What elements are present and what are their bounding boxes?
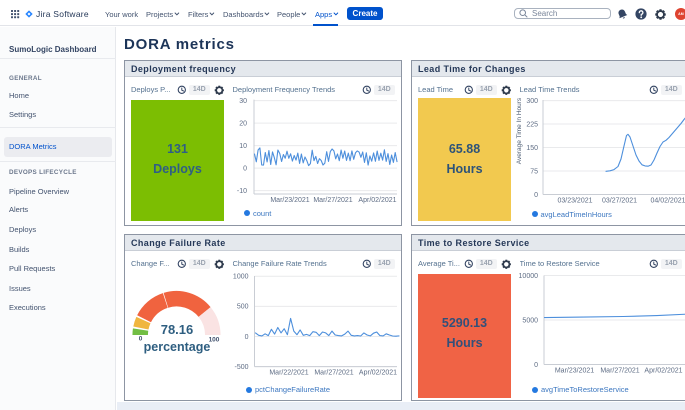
svg-text:5000: 5000: [522, 317, 538, 324]
svg-text:Apr/02/2021: Apr/02/2021: [358, 197, 396, 204]
svg-text:150: 150: [526, 145, 538, 152]
svg-text:-500: -500: [234, 364, 248, 371]
svg-text:0: 0: [243, 165, 247, 172]
svg-text:-10: -10: [237, 188, 247, 195]
svg-text:10: 10: [239, 143, 247, 150]
svg-text:20: 20: [239, 120, 247, 127]
svg-text:Mar/27/2021: Mar/27/2021: [314, 370, 353, 377]
svg-text:10000: 10000: [519, 273, 539, 280]
svg-text:30: 30: [239, 98, 247, 105]
svg-text:0: 0: [139, 336, 143, 343]
svg-text:Average Time In Hours: Average Time In Hours: [516, 97, 523, 164]
svg-text:Mar/23/2021: Mar/23/2021: [270, 197, 309, 204]
svg-text:Apr/02/2021: Apr/02/2021: [359, 370, 397, 377]
svg-text:225: 225: [526, 121, 538, 128]
svg-text:Mar/27/2021: Mar/27/2021: [313, 197, 352, 204]
svg-text:300: 300: [526, 98, 538, 105]
svg-text:75: 75: [530, 168, 538, 175]
svg-text:Mar/22/2021: Mar/22/2021: [269, 370, 308, 377]
svg-text:percentage: percentage: [144, 340, 211, 354]
svg-text:Mar/23/2021: Mar/23/2021: [555, 368, 594, 375]
svg-text:500: 500: [237, 304, 249, 311]
svg-text:Apr/02/2021: Apr/02/2021: [644, 368, 682, 375]
svg-text:1000: 1000: [233, 274, 249, 281]
svg-text:03/27/2021: 03/27/2021: [602, 198, 637, 205]
svg-text:0: 0: [245, 334, 249, 341]
svg-text:78.16: 78.16: [161, 322, 194, 337]
svg-text:04/02/2021: 04/02/2021: [650, 198, 685, 205]
svg-text:100: 100: [209, 337, 220, 344]
svg-text:03/23/2021: 03/23/2021: [557, 198, 592, 205]
svg-text:0: 0: [534, 362, 538, 369]
svg-text:Mar/27/2021: Mar/27/2021: [600, 368, 639, 375]
svg-text:0: 0: [534, 192, 538, 199]
